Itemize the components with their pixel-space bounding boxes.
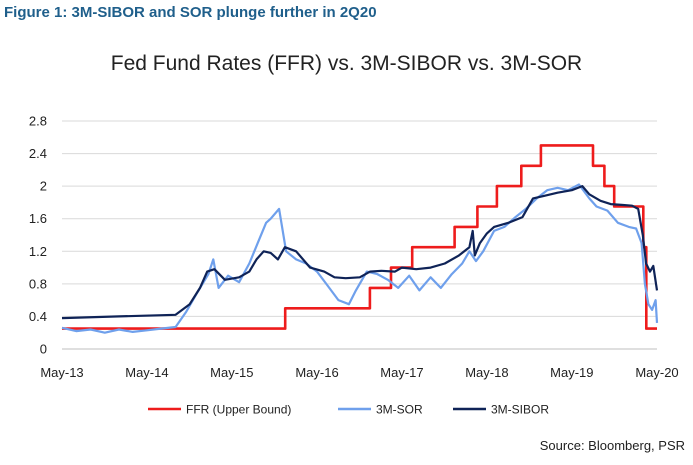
x-tick-label: May-14 xyxy=(125,365,168,380)
series-line-ffr-upper-bound xyxy=(62,144,657,330)
y-tick-label: 2.4 xyxy=(29,146,47,161)
x-tick-label: May-17 xyxy=(380,365,423,380)
series-line-3m-sor xyxy=(61,183,659,334)
figure-title: Figure 1: 3M-SIBOR and SOR plunge furthe… xyxy=(4,4,377,21)
legend-label: FFR (Upper Bound) xyxy=(186,403,291,417)
x-tick-label: May-16 xyxy=(295,365,338,380)
x-tick-label: May-15 xyxy=(210,365,253,380)
source-note: Source: Bloomberg, PSR xyxy=(539,438,685,453)
x-tick-label: May-19 xyxy=(550,365,593,380)
x-tick-label: May-18 xyxy=(465,365,508,380)
legend-label: 3M-SIBOR xyxy=(491,403,549,417)
legend-label: 3M-SOR xyxy=(376,403,423,417)
x-tick-label: May-20 xyxy=(635,365,678,380)
axes: 0 0.4 0.8 1.2 1.6 2 2.4 2.8 May-13 May-14 May-15 Ma… xyxy=(29,114,679,381)
y-tick-label: 2.8 xyxy=(29,114,47,129)
y-tick-label: 1.2 xyxy=(29,244,47,259)
chart-title: Fed Fund Rates (FFR) vs. 3M-SIBOR vs. 3M… xyxy=(110,52,583,75)
y-tick-label: 2 xyxy=(40,179,47,194)
legend: FFR (Upper Bound) 3M-SOR 3M-SIBOR xyxy=(148,403,549,417)
y-tick-label: 0 xyxy=(40,342,47,357)
gridlines xyxy=(62,120,657,317)
y-tick-label: 1.6 xyxy=(29,211,47,226)
series-line-3m-sibor xyxy=(61,185,659,320)
y-tick-label: 0.8 xyxy=(29,276,47,291)
series-lines xyxy=(61,144,659,334)
y-tick-label: 0.4 xyxy=(29,309,47,324)
x-tick-label: May-13 xyxy=(40,365,83,380)
